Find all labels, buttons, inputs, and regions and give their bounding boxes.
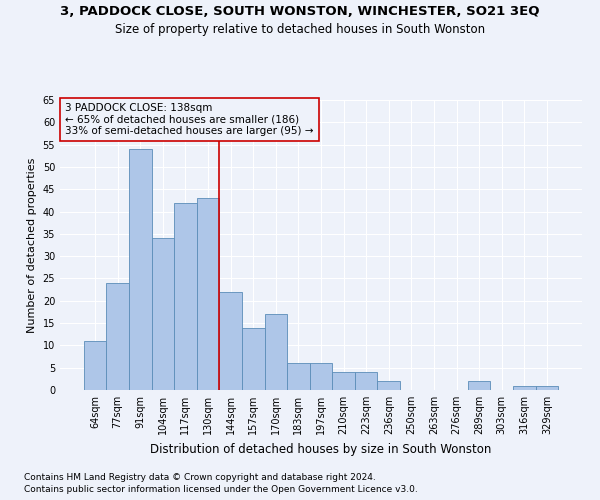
Bar: [84, 341, 106, 390]
Y-axis label: Number of detached properties: Number of detached properties: [27, 158, 37, 332]
Bar: [129, 149, 152, 390]
Bar: [220, 292, 242, 390]
Bar: [536, 386, 558, 390]
Text: Distribution of detached houses by size in South Wonston: Distribution of detached houses by size …: [151, 442, 491, 456]
Text: Contains HM Land Registry data © Crown copyright and database right 2024.: Contains HM Land Registry data © Crown c…: [24, 472, 376, 482]
Bar: [174, 202, 197, 390]
Bar: [265, 314, 287, 390]
Bar: [287, 363, 310, 390]
Text: Size of property relative to detached houses in South Wonston: Size of property relative to detached ho…: [115, 22, 485, 36]
Text: 3, PADDOCK CLOSE, SOUTH WONSTON, WINCHESTER, SO21 3EQ: 3, PADDOCK CLOSE, SOUTH WONSTON, WINCHES…: [60, 5, 540, 18]
Bar: [197, 198, 220, 390]
Bar: [468, 381, 490, 390]
Bar: [310, 363, 332, 390]
Bar: [106, 283, 129, 390]
Bar: [242, 328, 265, 390]
Bar: [513, 386, 536, 390]
Bar: [355, 372, 377, 390]
Text: Contains public sector information licensed under the Open Government Licence v3: Contains public sector information licen…: [24, 485, 418, 494]
Text: 3 PADDOCK CLOSE: 138sqm
← 65% of detached houses are smaller (186)
33% of semi-d: 3 PADDOCK CLOSE: 138sqm ← 65% of detache…: [65, 103, 314, 136]
Bar: [152, 238, 174, 390]
Bar: [377, 381, 400, 390]
Bar: [332, 372, 355, 390]
